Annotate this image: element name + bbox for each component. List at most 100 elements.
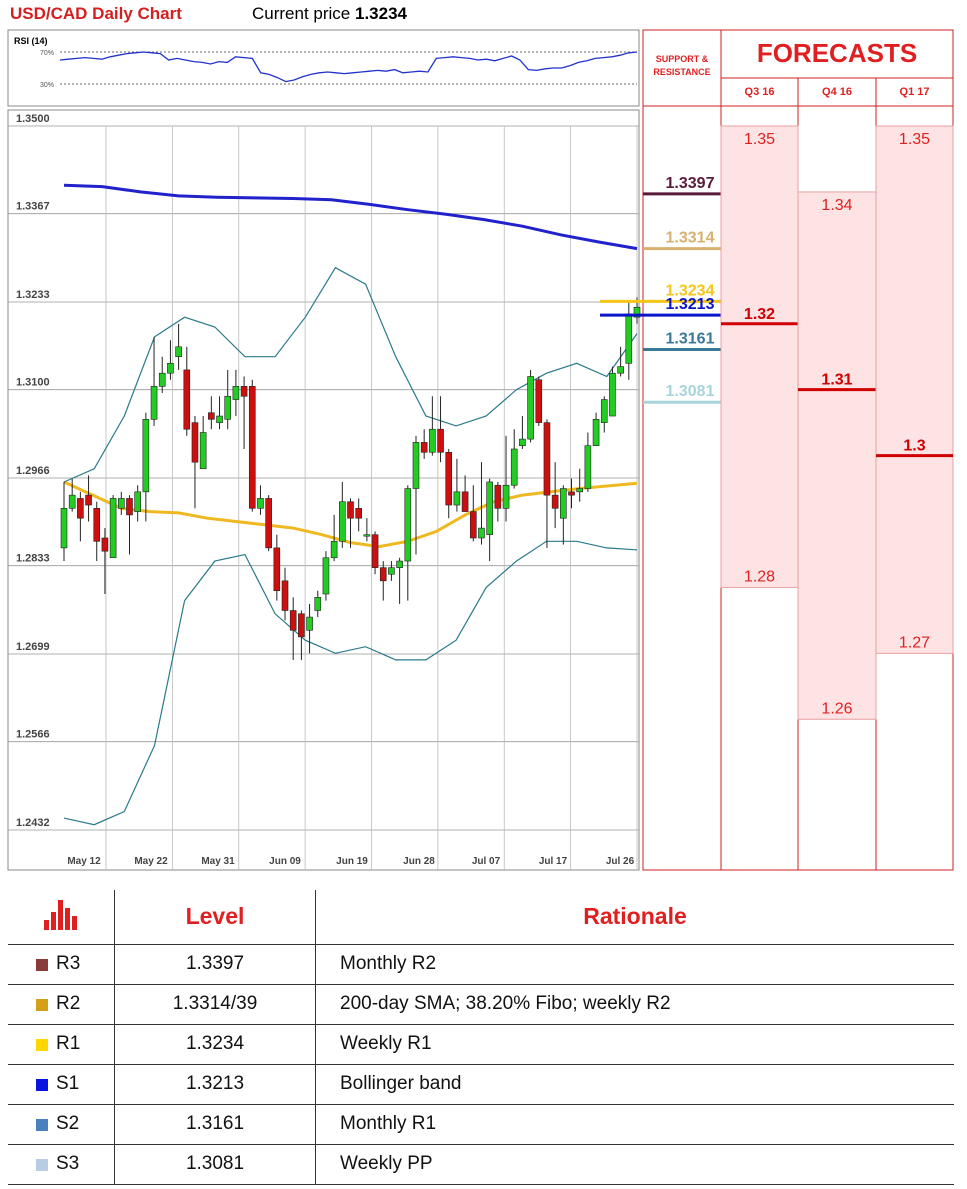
candle-body <box>208 412 215 420</box>
level-value: 1.3397 <box>114 944 316 985</box>
candle-body <box>109 498 117 559</box>
chart-title: USD/CAD Daily Chart <box>10 4 182 23</box>
x-axis-ticks: May 12 May 22 May 31 Jun 09 Jun 19 Jun 28 Jul … <box>67 856 634 867</box>
candle-body <box>232 386 240 400</box>
level-rationale: Monthly R1 <box>315 1104 954 1145</box>
level-label: R2 <box>56 993 81 1014</box>
candle-body <box>77 498 84 519</box>
level-rationale: 200-day SMA; 38.20% Fibo; weekly R2 <box>315 984 954 1025</box>
sma-200-line <box>63 183 638 251</box>
table-row: R2 1.3314/39 200-day SMA; 38.20% Fibo; wee… <box>8 984 954 1025</box>
x-tick-label: Jul 26 <box>606 856 635 867</box>
candle-body <box>609 372 616 417</box>
forecast-main-value: 1.31 <box>821 372 852 389</box>
level-color-swatch <box>36 1158 48 1171</box>
y-tick-label: 1.3233 <box>16 289 50 301</box>
candle-body <box>502 484 510 509</box>
level-color-swatch <box>36 998 48 1011</box>
table-header-rationale: Rationale <box>315 890 954 945</box>
row-label-cell: S1 <box>8 1064 115 1105</box>
table-row: S2 1.3161 Monthly R1 <box>8 1104 954 1145</box>
y-tick-label: 1.3100 <box>16 377 50 389</box>
candle-body <box>281 580 289 611</box>
candle-body <box>199 432 207 470</box>
level-value: 1.3161 <box>114 1104 316 1145</box>
forecast-q1-header: Q1 17 <box>899 86 930 98</box>
level-color-swatch <box>36 1038 48 1051</box>
forecast-range-bar <box>875 125 954 654</box>
candle-body <box>60 508 68 549</box>
current-price: Current price 1.3234 <box>252 4 407 24</box>
sr-level-value: 1.3397 <box>666 175 715 192</box>
level-color-swatch <box>36 1078 48 1091</box>
y-tick-label: 1.2432 <box>16 817 50 829</box>
forecast-q3-header: Q3 16 <box>744 86 775 98</box>
x-tick-label: Jun 19 <box>336 856 368 867</box>
candle-body <box>584 445 592 489</box>
sr-level-value: 1.3081 <box>666 383 715 400</box>
y-tick-label: 1.3500 <box>16 113 50 125</box>
level-value: 1.3213 <box>114 1064 316 1105</box>
sr-level-value: 1.3161 <box>666 330 715 347</box>
table-row: R1 1.3234 Weekly R1 <box>8 1024 954 1065</box>
forecast-main-value: 1.3 <box>903 438 925 455</box>
candle-body <box>437 428 444 453</box>
candle-body <box>551 494 559 509</box>
candle-body <box>453 491 461 506</box>
row-label-cell: S2 <box>8 1104 115 1145</box>
candle-body <box>68 494 76 509</box>
candle-body <box>339 501 346 542</box>
forecast-q4-header: Q4 16 <box>822 86 852 98</box>
candle-body <box>240 386 248 397</box>
candle-body <box>118 498 125 509</box>
candle-body <box>560 488 567 519</box>
table-header-level: Level <box>114 890 316 945</box>
candle-body <box>486 481 493 535</box>
level-label: R1 <box>56 1033 81 1054</box>
current-price-label: Current price <box>252 4 351 23</box>
y-axis-ticks: 1.3500 1.3367 1.3233 1.3100 1.2966 1.2833 1.26… <box>16 113 50 829</box>
candle-body <box>167 363 174 374</box>
candle-body <box>150 386 158 420</box>
table-row: R3 1.3397 Monthly R2 <box>8 944 954 985</box>
candle-body <box>142 419 150 493</box>
sr-header-line-1: SUPPORT & <box>655 54 709 64</box>
level-label: R3 <box>56 953 81 974</box>
candle-body <box>355 508 362 519</box>
candle-body <box>298 613 305 638</box>
bollinger-upper-line <box>63 266 638 483</box>
candle-body <box>543 422 551 496</box>
x-tick-label: May 12 <box>67 856 101 867</box>
candle-body <box>216 415 223 423</box>
sr-level-value: 1.3314 <box>666 230 715 247</box>
rsi-line <box>59 51 638 83</box>
candle-body <box>519 438 526 447</box>
candle-body <box>134 491 141 512</box>
candle-body <box>478 527 485 539</box>
y-tick-label: 1.2699 <box>16 641 50 653</box>
candle-body <box>126 498 133 516</box>
price-panel <box>7 109 640 871</box>
sr-header: SUPPORT & RESISTANCE <box>643 53 721 79</box>
row-label-cell: R3 <box>8 944 115 985</box>
rsi-70-label: 70% <box>40 50 54 57</box>
forecasts-title: FORECASTS <box>756 38 918 68</box>
rsi-panel <box>7 29 640 107</box>
candle-body <box>224 395 232 420</box>
candle-body <box>600 399 608 423</box>
candle-body <box>568 491 575 496</box>
forecast-high-value: 1.35 <box>744 131 775 148</box>
x-tick-label: May 31 <box>201 856 235 867</box>
level-rationale: Weekly PP <box>315 1144 954 1185</box>
table-icon-cell <box>8 890 115 945</box>
x-tick-label: Jun 28 <box>403 856 435 867</box>
candle-body <box>248 386 256 509</box>
candle-body <box>101 537 109 552</box>
bar-chart-icon <box>44 900 77 931</box>
level-color-swatch <box>36 958 48 971</box>
candle-body <box>93 508 101 542</box>
candle-body <box>412 442 420 489</box>
level-value: 1.3314/39 <box>114 984 316 1025</box>
candle-body <box>330 540 338 559</box>
candle-body <box>191 422 199 463</box>
